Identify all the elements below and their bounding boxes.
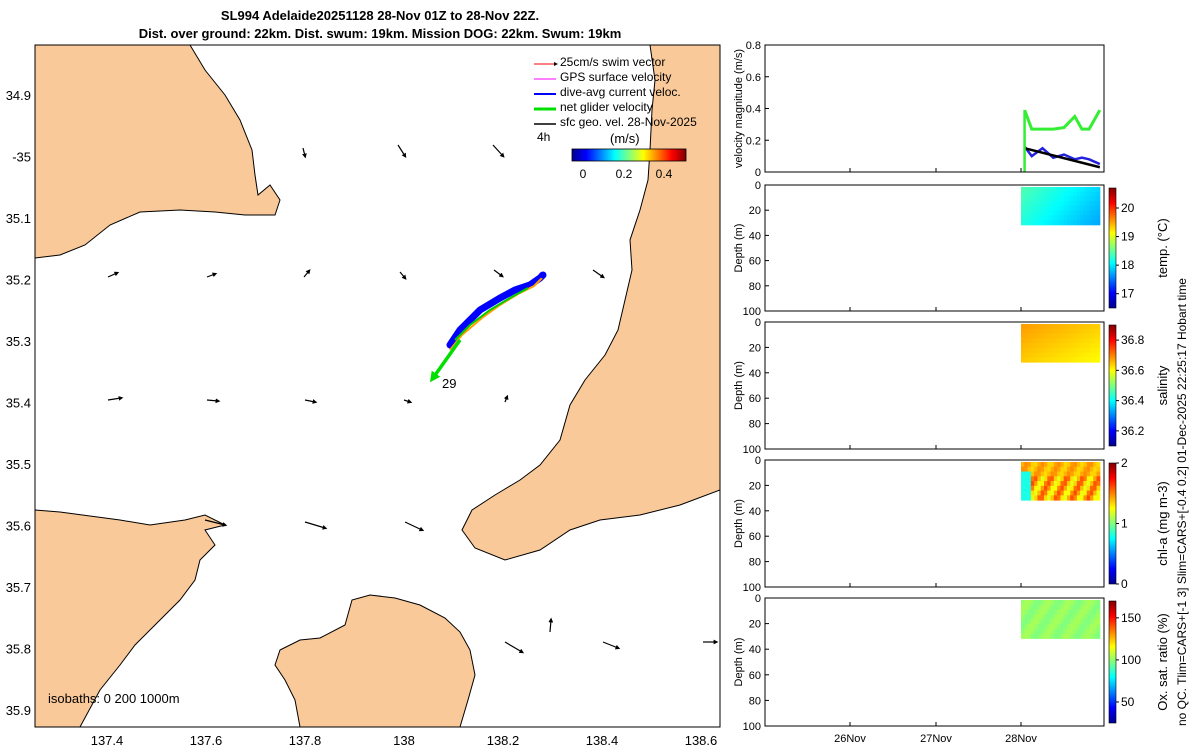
svg-text:0.4: 0.4 (656, 167, 673, 181)
colorbar-label: temp. (°C) (1155, 218, 1170, 277)
colorbar-tick-label: 1 (1121, 517, 1128, 531)
land-northwest (35, 45, 281, 259)
colorbar-tick-label: 0 (1121, 577, 1128, 591)
profile-colorbar (1108, 187, 1117, 309)
land-kangaroo-island (274, 594, 476, 727)
colorbar-label: Ox. sat. ratio (%) (1155, 613, 1170, 711)
map-title-line2: Dist. over ground: 22km. Dist. swum: 19k… (138, 26, 622, 41)
lon-tick-label: 138 (393, 733, 415, 748)
profile-colorbar (1108, 600, 1117, 724)
colorbar-tick-label: 36.4 (1121, 394, 1145, 408)
profile-colorbar (1108, 462, 1117, 585)
net-glider-velocity-arrow (429, 338, 462, 383)
lat-tick-label: 35.9 (6, 703, 31, 718)
colorbar-tick-label: 18 (1121, 258, 1135, 272)
colorbar-label: chl-a (mg m-3) (1155, 481, 1170, 566)
lon-tick-label: 138.4 (586, 733, 619, 748)
lat-tick-label: 35.2 (6, 273, 31, 288)
velocity-series-line (1023, 109, 1102, 131)
map-title-line1: SL994 Adelaide20251128 28-Nov 01Z to 28-… (220, 8, 540, 23)
qc-side-note: no QC. Tlim=CARS+[-1 3] Slim=CARS+[-0.4 … (1175, 278, 1189, 726)
velocity-series-line (1023, 145, 1101, 166)
profile-panel-2: 02040608010036.236.436.636.8salinityDept… (733, 317, 1170, 456)
velocity-series-line (1024, 146, 1101, 169)
legend-label-net-velocity: net glider velocity (560, 100, 653, 114)
lat-tick-label: 35.8 (6, 642, 31, 657)
lon-tick-label: 137.6 (190, 733, 223, 748)
surface-velocity-arrows (107, 144, 719, 654)
colorbar-tick-label: 36.2 (1121, 424, 1145, 438)
lat-tick-label: 35.6 (6, 519, 31, 534)
panel-frame (764, 184, 1105, 312)
time-tick-label: 28Nov (1005, 733, 1037, 745)
track-label: 29 (442, 376, 456, 391)
glider-track (429, 271, 547, 383)
colorbar-tick-label: 2 (1121, 456, 1128, 470)
colorbar-tick-label: 36.8 (1121, 333, 1145, 347)
legend-label-swim-vector: 25cm/s swim vector (560, 55, 665, 69)
panel-frame (764, 459, 1105, 588)
time-tick-label: 26Nov (834, 733, 866, 745)
svg-text:0: 0 (580, 167, 587, 181)
lat-tick-label: 35.4 (6, 396, 31, 411)
profile-colorbar (1108, 324, 1117, 447)
time-tick-label: 27Nov (920, 733, 952, 745)
svg-text:0.2: 0.2 (616, 167, 633, 181)
panel-frame (764, 321, 1105, 450)
map-frame (34, 44, 721, 728)
lat-tick-label: -35 (12, 150, 31, 165)
lat-tick-label: 35.3 (6, 334, 31, 349)
svg-text:(m/s): (m/s) (610, 131, 640, 146)
lon-tick-label: 137.4 (91, 733, 124, 748)
panel-frame (764, 44, 1105, 173)
lat-tick-label: 34.9 (6, 88, 31, 103)
land-layer (35, 45, 720, 727)
panel-frame (764, 597, 1105, 727)
lon-tick-label: 138.2 (487, 733, 520, 748)
map-legend: 25cm/s swim vector GPS surface velocity … (534, 55, 697, 144)
land-east (461, 45, 720, 561)
legend-label-sfc-geo: sfc geo. vel. 28-Nov-2025 (560, 115, 697, 129)
colorbar-tick-label: 17 (1121, 287, 1135, 301)
colorbar-tick-label: 150 (1121, 611, 1141, 625)
colorbar-tick-label: 100 (1121, 653, 1141, 667)
legend-label-gps-velocity: GPS surface velocity (560, 70, 671, 84)
land-southwest (35, 509, 227, 727)
time-scale-label: 4h (537, 130, 550, 144)
lat-tick-label: 35.1 (6, 211, 31, 226)
lat-tick-label: 35.7 (6, 580, 31, 595)
colorbar-tick-label: 50 (1121, 695, 1135, 709)
lon-tick-label: 138.6 (685, 733, 718, 748)
isobaths-note: isobaths: 0 200 1000m (48, 691, 180, 706)
lon-tick-label: 137.8 (289, 733, 322, 748)
glider-track-map[interactable]: 29 25cm/s swim vector GPS surface veloci… (0, 0, 760, 750)
colorbar-tick-label: 19 (1121, 230, 1135, 244)
lat-tick-label: 35.5 (6, 457, 31, 472)
colorbar-tick-label: 20 (1121, 201, 1135, 215)
latitude-tick-labels: 34.9 -35 35.1 35.2 35.3 35.4 35.5 35.6 35.7 35.8 3… (6, 88, 31, 718)
colorbar-tick-label: 36.6 (1121, 363, 1145, 377)
legend-label-dive-avg: dive-avg current veloc. (560, 85, 681, 99)
longitude-tick-labels: 137.4 137.6 137.8 138 138.2 138.4 138.6 (91, 733, 718, 748)
speed-colorbar: (m/s) 0 0.2 0.4 (571, 131, 687, 181)
colorbar-label: salinity (1155, 365, 1170, 405)
